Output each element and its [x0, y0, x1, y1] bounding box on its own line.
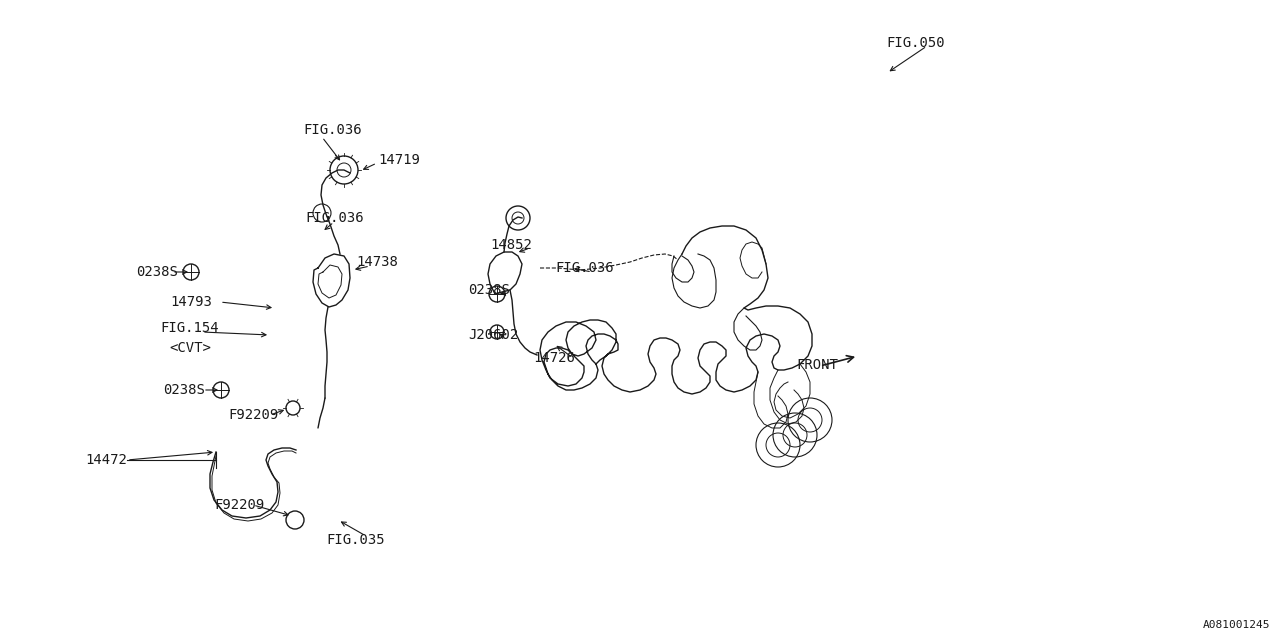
- Text: 14719: 14719: [378, 153, 420, 167]
- Text: FIG.036: FIG.036: [305, 211, 364, 225]
- Text: FIG.035: FIG.035: [326, 533, 384, 547]
- Text: 0238S: 0238S: [468, 283, 509, 297]
- Text: FIG.036: FIG.036: [556, 261, 613, 275]
- Text: F92209: F92209: [228, 408, 278, 422]
- Text: 14726: 14726: [532, 351, 575, 365]
- Text: 0238S: 0238S: [136, 265, 178, 279]
- Text: 14793: 14793: [170, 295, 212, 309]
- Text: J20602: J20602: [468, 328, 518, 342]
- Text: 0238S: 0238S: [163, 383, 205, 397]
- Text: 14472: 14472: [84, 453, 127, 467]
- Text: FIG.036: FIG.036: [303, 123, 362, 137]
- Text: 14738: 14738: [356, 255, 398, 269]
- Text: FRONT: FRONT: [796, 358, 838, 372]
- Text: F92209: F92209: [214, 498, 264, 512]
- Text: FIG.050: FIG.050: [886, 36, 945, 50]
- Text: <CVT>: <CVT>: [169, 341, 211, 355]
- Text: FIG.154: FIG.154: [160, 321, 219, 335]
- Text: A081001245: A081001245: [1202, 620, 1270, 630]
- Text: 14852: 14852: [490, 238, 532, 252]
